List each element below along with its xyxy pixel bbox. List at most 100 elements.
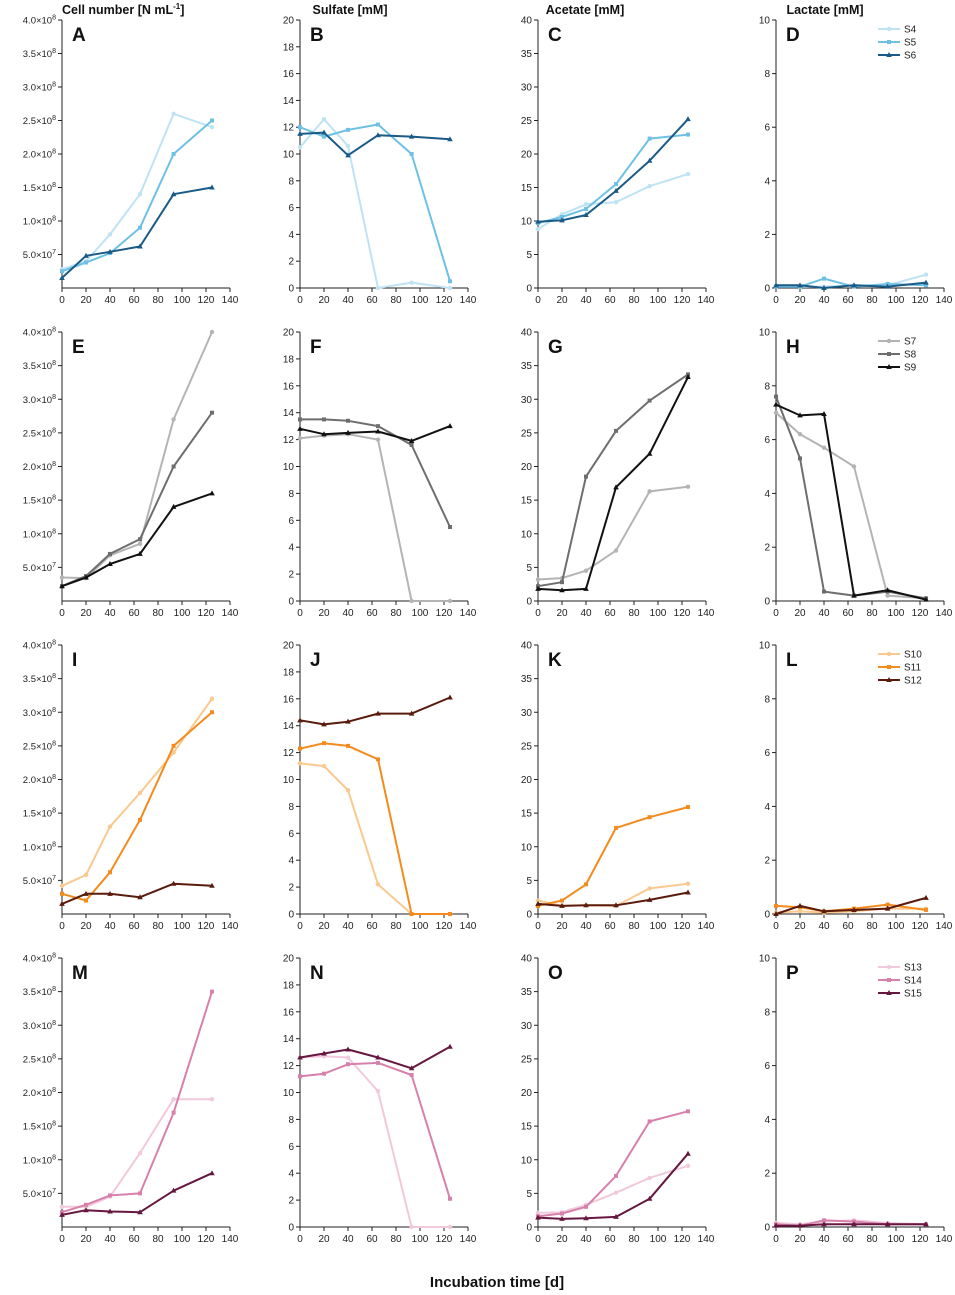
data-point bbox=[647, 489, 652, 494]
series-line bbox=[537, 1153, 689, 1220]
series-s15 bbox=[535, 1150, 691, 1221]
data-point bbox=[409, 1224, 414, 1230]
y-tick-label: 3.0×108 bbox=[23, 707, 56, 719]
series-s11 bbox=[298, 741, 452, 916]
x-tick-label: 0 bbox=[59, 295, 65, 306]
y-tick-label: 2 bbox=[764, 230, 770, 241]
series-line bbox=[537, 891, 689, 907]
panel-k: 0 20 40 60 80 100 120 140 0 5 10 15 20 25 30 35 40 K bbox=[521, 641, 715, 933]
y-tick-label: 14 bbox=[283, 1034, 295, 1045]
legend: S7 S8 S9 bbox=[878, 337, 917, 374]
y-tick-label: 0 bbox=[526, 284, 532, 295]
data-point bbox=[59, 274, 65, 280]
series-line bbox=[537, 376, 689, 592]
data-point bbox=[346, 1062, 350, 1067]
x-tick-label: 120 bbox=[912, 1234, 929, 1245]
data-point bbox=[535, 218, 541, 224]
y-tick-label: 0 bbox=[526, 597, 532, 608]
x-tick-label: 20 bbox=[794, 295, 806, 306]
y-tick-label: 8 bbox=[764, 381, 770, 392]
y-tick-mantissa: 1.0×10 bbox=[23, 1155, 52, 1166]
y-tick-label: 3.0×108 bbox=[23, 1020, 56, 1032]
data-point bbox=[774, 394, 778, 399]
x-tick-label: 140 bbox=[222, 608, 239, 619]
x-tick-label: 140 bbox=[698, 608, 715, 619]
data-point bbox=[885, 902, 890, 907]
series-line bbox=[61, 119, 213, 273]
x-tick-label: 140 bbox=[936, 1234, 953, 1245]
legend: S4 S5 S6 bbox=[878, 25, 917, 62]
series-s12 bbox=[59, 880, 215, 906]
data-point bbox=[209, 1170, 215, 1176]
x-tick-label: 0 bbox=[59, 921, 65, 932]
data-point bbox=[138, 225, 142, 230]
y-tick-mantissa: 4.0×10 bbox=[23, 954, 52, 965]
data-point bbox=[376, 1060, 380, 1065]
x-tick-label: 40 bbox=[818, 921, 830, 932]
series-line bbox=[776, 1223, 926, 1227]
y-tick-label: 3.0×108 bbox=[23, 82, 56, 94]
x-tick-label: 120 bbox=[436, 1234, 453, 1245]
y-tick-mantissa: 1.5×10 bbox=[23, 809, 52, 820]
y-tick-label: 1.5×108 bbox=[23, 1121, 56, 1133]
panel-letter: H bbox=[786, 337, 800, 358]
x-tick-label: 60 bbox=[128, 608, 140, 619]
series-s5 bbox=[298, 122, 452, 284]
series-line bbox=[775, 411, 927, 600]
y-tick-label: 12 bbox=[283, 1061, 295, 1072]
x-tick-label: 40 bbox=[580, 1234, 592, 1245]
data-point bbox=[851, 592, 857, 598]
data-point bbox=[59, 583, 65, 589]
series-s15 bbox=[59, 1170, 215, 1217]
series-line bbox=[537, 133, 689, 224]
y-tick-mantissa: 4.0×10 bbox=[23, 641, 52, 652]
panel-letter: C bbox=[548, 25, 562, 46]
data-point bbox=[447, 136, 453, 142]
y-tick-label: 2 bbox=[288, 570, 294, 581]
x-tick-label: 60 bbox=[604, 608, 616, 619]
data-point bbox=[376, 122, 380, 127]
data-point bbox=[346, 418, 350, 423]
y-tick-label: 8 bbox=[288, 802, 294, 813]
data-point bbox=[321, 721, 327, 727]
y-tick-label: 1.0×108 bbox=[23, 1154, 56, 1166]
series-s12 bbox=[773, 894, 929, 916]
data-point bbox=[773, 1222, 779, 1228]
y-tick-label: 2 bbox=[288, 1196, 294, 1207]
data-point bbox=[297, 761, 303, 766]
y-tick-label: 0 bbox=[764, 910, 770, 921]
data-point bbox=[345, 718, 351, 724]
data-point bbox=[322, 134, 326, 139]
data-point bbox=[822, 276, 826, 281]
y-tick-mantissa: 1.0×10 bbox=[23, 529, 52, 540]
data-point bbox=[560, 214, 564, 219]
data-point bbox=[614, 182, 618, 187]
y-tick-exponent: 8 bbox=[52, 528, 56, 535]
y-tick-label: 0 bbox=[288, 284, 294, 295]
x-tick-label: 60 bbox=[842, 921, 854, 932]
x-tick-label: 80 bbox=[866, 1234, 878, 1245]
y-tick-label: 10 bbox=[283, 1088, 295, 1099]
data-point bbox=[409, 912, 414, 916]
data-point bbox=[171, 750, 176, 755]
series-s9 bbox=[773, 401, 929, 602]
column-titles: Cell number [N mL-1] Sulfate [mM] Acetat… bbox=[62, 2, 864, 17]
data-point bbox=[584, 206, 588, 211]
data-point bbox=[613, 484, 619, 490]
y-tick-mantissa: 1.5×10 bbox=[23, 496, 52, 507]
series-s7 bbox=[535, 484, 691, 582]
data-point bbox=[560, 580, 564, 585]
y-tick-label: 10 bbox=[283, 775, 295, 786]
x-tick-label: 0 bbox=[535, 608, 541, 619]
y-tick-label: 15 bbox=[521, 1122, 533, 1133]
y-tick-label: 2.0×108 bbox=[23, 461, 56, 473]
data-point bbox=[614, 825, 618, 830]
legend-label: S14 bbox=[904, 976, 922, 987]
y-tick-exponent: 8 bbox=[52, 774, 56, 781]
y-tick-label: 4 bbox=[764, 1115, 770, 1126]
panel-o: 0 20 40 60 80 100 120 140 0 5 10 15 20 25 30 35 40 O bbox=[521, 954, 715, 1246]
legend-marker bbox=[887, 665, 891, 669]
x-tick-label: 140 bbox=[222, 295, 239, 306]
data-point bbox=[297, 425, 303, 431]
data-point bbox=[559, 587, 565, 593]
